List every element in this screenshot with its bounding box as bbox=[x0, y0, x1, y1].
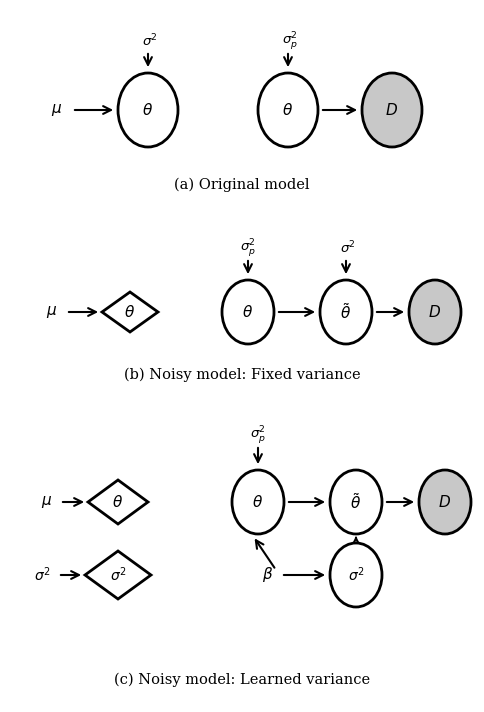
Ellipse shape bbox=[330, 543, 382, 607]
Ellipse shape bbox=[330, 470, 382, 534]
Ellipse shape bbox=[409, 280, 461, 344]
Text: $\beta$: $\beta$ bbox=[262, 565, 273, 585]
Text: $\mu$: $\mu$ bbox=[46, 304, 58, 320]
Text: $\theta$: $\theta$ bbox=[112, 494, 123, 510]
Text: $\sigma_p^2$: $\sigma_p^2$ bbox=[240, 237, 256, 259]
Text: $\theta$: $\theta$ bbox=[124, 304, 136, 320]
Polygon shape bbox=[102, 292, 158, 332]
Text: $\sigma^2$: $\sigma^2$ bbox=[340, 240, 356, 256]
Text: $\sigma^2$: $\sigma^2$ bbox=[142, 33, 158, 49]
Text: (c) Noisy model: Learned variance: (c) Noisy model: Learned variance bbox=[114, 673, 370, 687]
Text: $\sigma^2$: $\sigma^2$ bbox=[348, 566, 364, 585]
Ellipse shape bbox=[222, 280, 274, 344]
Polygon shape bbox=[88, 480, 148, 524]
Ellipse shape bbox=[258, 73, 318, 147]
Text: $D$: $D$ bbox=[428, 304, 441, 320]
Text: $\sigma_p^2$: $\sigma_p^2$ bbox=[282, 30, 298, 52]
Text: $\theta$: $\theta$ bbox=[242, 304, 254, 320]
Ellipse shape bbox=[232, 470, 284, 534]
Text: $D$: $D$ bbox=[385, 102, 398, 118]
Text: (a) Original model: (a) Original model bbox=[174, 178, 310, 192]
Polygon shape bbox=[85, 551, 151, 599]
Text: $D$: $D$ bbox=[439, 494, 452, 510]
Ellipse shape bbox=[118, 73, 178, 147]
Text: $\theta$: $\theta$ bbox=[283, 102, 293, 118]
Ellipse shape bbox=[362, 73, 422, 147]
Text: $\theta$: $\theta$ bbox=[142, 102, 153, 118]
Text: $\sigma^2$: $\sigma^2$ bbox=[34, 566, 50, 585]
Text: $\mu$: $\mu$ bbox=[51, 102, 62, 118]
Text: $\tilde{\theta}$: $\tilde{\theta}$ bbox=[350, 492, 362, 512]
Text: $\theta$: $\theta$ bbox=[253, 494, 263, 510]
Ellipse shape bbox=[320, 280, 372, 344]
Text: $\sigma_p^2$: $\sigma_p^2$ bbox=[250, 424, 266, 446]
Text: $\mu$: $\mu$ bbox=[42, 494, 53, 510]
Text: $\sigma^2$: $\sigma^2$ bbox=[110, 566, 126, 585]
Ellipse shape bbox=[419, 470, 471, 534]
Text: (b) Noisy model: Fixed variance: (b) Noisy model: Fixed variance bbox=[124, 368, 360, 382]
Text: $\tilde{\theta}$: $\tilde{\theta}$ bbox=[340, 302, 351, 322]
